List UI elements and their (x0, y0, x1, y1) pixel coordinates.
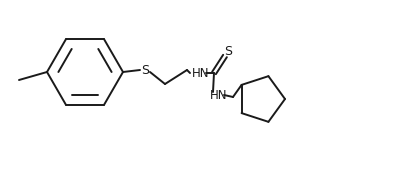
Text: HN: HN (192, 67, 210, 79)
Text: S: S (224, 45, 232, 57)
Text: S: S (141, 64, 149, 76)
Text: HN: HN (210, 88, 228, 101)
